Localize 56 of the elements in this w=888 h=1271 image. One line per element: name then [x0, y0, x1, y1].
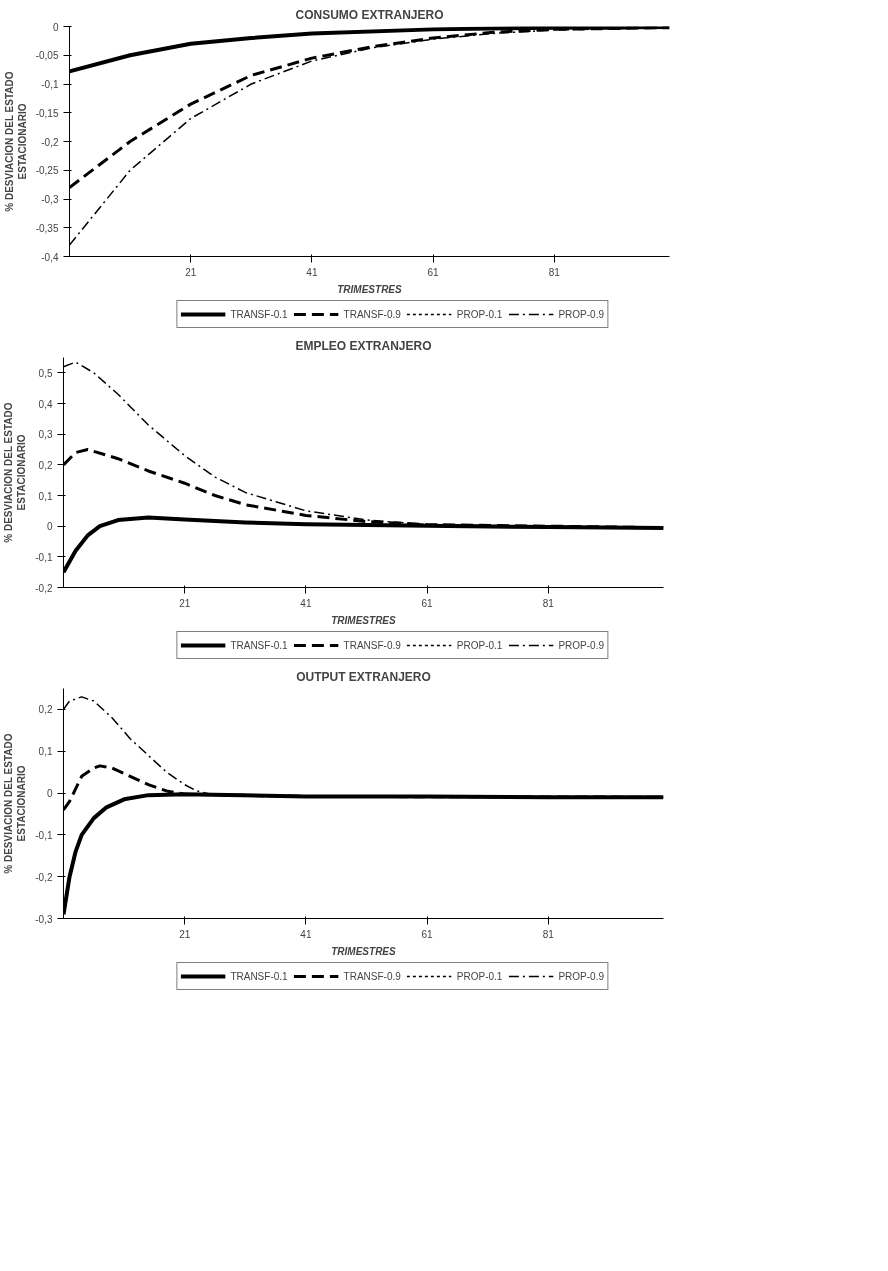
chart-title: OUTPUT EXTRANJERO: [296, 669, 431, 684]
x-tick-label: 21: [185, 266, 197, 278]
y-tick-label: -0,05: [35, 50, 59, 62]
y-tick-label: 0,1: [38, 490, 53, 502]
y-tick-label: 0: [46, 521, 53, 533]
x-tick-label: 21: [179, 597, 191, 609]
y-tick-label: -0,1: [41, 79, 59, 90]
y-tick-label: -0,1: [35, 551, 53, 563]
x-tick-label: 61: [427, 266, 440, 278]
y-tick-label: -0,15: [35, 107, 59, 119]
y-tick-label: 0,2: [38, 704, 53, 716]
x-axis-title: TRIMESTRES: [331, 945, 397, 957]
legend-label: PROP-0.1: [456, 970, 503, 982]
y-tick-label: 0,3: [38, 429, 53, 441]
y-tick-label: 0,5: [38, 367, 53, 379]
x-tick-label: 41: [306, 266, 318, 278]
y-tick-label: -0,4: [41, 251, 59, 263]
y-axis-title: % DESVIACION DEL ESTADO ESTACIONARIO: [3, 402, 28, 543]
x-tick-label: 61: [421, 928, 434, 940]
legend-label: TRANSF-0.1: [230, 970, 288, 982]
x-tick-label: 81: [542, 928, 555, 940]
legend-label: PROP-0.1: [456, 308, 503, 320]
y-tick-label: -0,25: [35, 165, 59, 177]
x-tick-label: 41: [300, 597, 312, 609]
x-tick-label: 61: [421, 597, 434, 609]
y-tick-label: -0,35: [35, 222, 59, 234]
y-tick-label: 0: [52, 21, 59, 33]
y-tick-label: 0,1: [38, 746, 53, 758]
y-tick-label: -0,2: [35, 582, 53, 594]
x-tick-label: 21: [179, 928, 191, 940]
y-tick-label: -0,3: [41, 194, 59, 205]
legend-label: TRANSF-0.9: [343, 308, 401, 320]
y-tick-label: 0,4: [38, 398, 53, 410]
legend-label: PROP-0.9: [558, 639, 604, 651]
y-tick-label: 0: [46, 788, 53, 800]
x-tick-label: 41: [300, 928, 312, 940]
x-tick-label: 81: [542, 597, 555, 609]
x-axis-title: TRIMESTRES: [331, 614, 397, 626]
y-axis-title: % DESVIACION DEL ESTADO ESTACIONARIO: [3, 71, 28, 212]
y-axis-title: % DESVIACION DEL ESTADO ESTACIONARIO: [3, 733, 28, 874]
legend-label: PROP-0.9: [558, 970, 604, 982]
legend-label: TRANSF-0.1: [230, 639, 288, 651]
legend-label: TRANSF-0.9: [343, 639, 401, 651]
x-tick-label: 81: [548, 266, 561, 278]
legend-label: PROP-0.9: [558, 308, 604, 320]
y-tick-label: -0,2: [41, 136, 59, 148]
x-axis-title: TRIMESTRES: [337, 283, 403, 295]
legend-label: PROP-0.1: [456, 639, 503, 651]
y-tick-label: -0,3: [35, 913, 53, 925]
chart-title: EMPLEO EXTRANJERO: [295, 338, 432, 353]
legend-label: TRANSF-0.1: [230, 308, 288, 320]
y-tick-label: -0,2: [35, 871, 53, 883]
y-tick-label: 0,2: [38, 459, 53, 471]
legend-label: TRANSF-0.9: [343, 970, 401, 982]
y-tick-label: -0,1: [35, 829, 53, 841]
chart-title: CONSUMO EXTRANJERO: [295, 7, 444, 22]
